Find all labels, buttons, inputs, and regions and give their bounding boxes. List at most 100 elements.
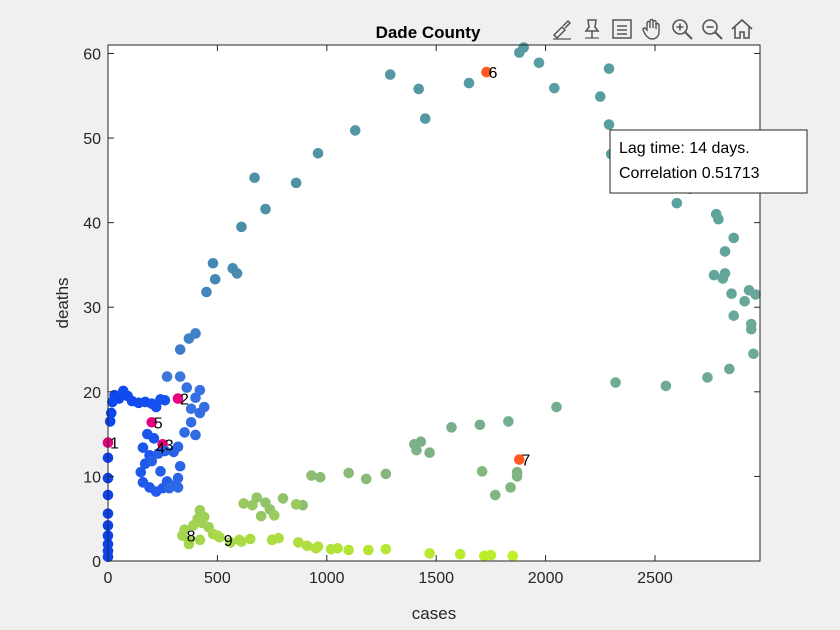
data-point: [413, 83, 424, 95]
data-point: [174, 344, 186, 355]
data-point: [135, 466, 147, 478]
data-point: [514, 454, 525, 465]
y-tick-label: 0: [92, 554, 101, 571]
annotation-line-2: Correlation 0.51713: [619, 165, 760, 182]
data-point: [511, 471, 523, 482]
data-point: [702, 372, 713, 383]
data-point: [260, 203, 271, 215]
data-point: [225, 537, 236, 548]
data-point: [290, 177, 302, 189]
data-point: [549, 82, 560, 94]
point-label: 6: [489, 65, 498, 82]
data-point: [209, 274, 221, 285]
data-point: [503, 416, 514, 427]
data-point: [194, 534, 206, 546]
data-point: [188, 520, 199, 531]
y-tick-label: 50: [83, 131, 101, 148]
point-label: 2: [180, 392, 189, 409]
data-point: [273, 532, 284, 544]
data-point: [159, 445, 171, 457]
x-axis-label: cases: [412, 604, 456, 623]
data-point: [411, 444, 422, 456]
zoom-in-icon[interactable]: [668, 14, 696, 44]
brush-icon[interactable]: [548, 14, 576, 44]
data-point: [277, 493, 289, 504]
point-label: 4: [156, 441, 165, 458]
x-tick-label: 2000: [528, 570, 564, 587]
data-point: [380, 543, 392, 555]
data-point: [454, 548, 466, 560]
data-point: [671, 197, 683, 209]
data-point: [194, 384, 206, 396]
y-tick-label: 10: [83, 469, 101, 486]
data-point: [660, 380, 672, 392]
y-tick-label: 20: [83, 385, 101, 402]
data-point: [146, 416, 158, 428]
data-point: [719, 246, 731, 257]
data-point: [750, 289, 761, 300]
data-point: [507, 550, 519, 562]
data-point: [142, 428, 153, 440]
point-label: 3: [165, 437, 174, 454]
data-point: [155, 466, 166, 477]
data-point: [474, 419, 486, 431]
data-point: [332, 543, 344, 554]
data-point: [485, 549, 497, 561]
x-tick-label: 1500: [418, 570, 454, 587]
data-point: [312, 541, 324, 552]
data-point: [198, 401, 210, 413]
home-icon[interactable]: [728, 14, 756, 44]
data-point: [212, 530, 223, 541]
data-point: [745, 323, 757, 335]
legend-icon[interactable]: [608, 14, 636, 44]
data-point: [174, 371, 186, 382]
data-point: [349, 125, 361, 136]
x-tick-label: 0: [104, 570, 113, 587]
data-point: [244, 533, 256, 545]
data-point: [161, 371, 173, 382]
y-axis-ticks: 0 10 20 30 40 50 60: [83, 46, 760, 571]
data-point: [363, 544, 374, 556]
annotation-box: Lag time: 14 days. Correlation 0.51713: [609, 129, 808, 194]
data-point: [172, 482, 184, 493]
data-point: [551, 401, 562, 413]
data-point: [518, 42, 530, 53]
point-label: 8: [187, 529, 196, 546]
data-point: [343, 467, 354, 479]
data-point: [183, 535, 195, 546]
x-axis-ticks: 0 500 1000 1500 2000 2500: [104, 45, 673, 587]
data-point: [384, 69, 396, 80]
data-point: [207, 257, 219, 269]
data-point: [301, 540, 313, 552]
axes-background: [108, 45, 760, 561]
y-tick-label: 30: [83, 300, 101, 317]
y-axis-label: deaths: [53, 277, 72, 328]
data-point: [247, 499, 258, 511]
data-point: [728, 232, 740, 244]
annotation-line-1: Lag time: 14 days.: [619, 140, 750, 157]
data-point: [728, 310, 740, 321]
data-point: [424, 447, 435, 459]
data-point: [159, 394, 171, 406]
data-point: [424, 548, 435, 559]
data-point: [343, 544, 354, 556]
data-point: [380, 468, 392, 480]
data-point: [172, 393, 184, 404]
data-point: [463, 77, 475, 89]
zoom-out-icon[interactable]: [698, 14, 726, 44]
figure-toolbar: [548, 14, 764, 48]
data-point: [594, 91, 606, 102]
data-point: [314, 471, 326, 483]
data-point: [726, 288, 737, 299]
data-point: [610, 377, 621, 388]
data-point: [312, 147, 324, 159]
x-tick-label: 2500: [637, 570, 673, 587]
data-point: [185, 416, 197, 428]
data-tips-icon[interactable]: [578, 14, 606, 44]
data-point: [505, 482, 516, 493]
data-point: [724, 363, 735, 375]
pan-icon[interactable]: [638, 14, 666, 44]
data-point: [603, 63, 615, 74]
data-point: [146, 455, 158, 467]
chart-title: Dade County: [376, 23, 481, 42]
